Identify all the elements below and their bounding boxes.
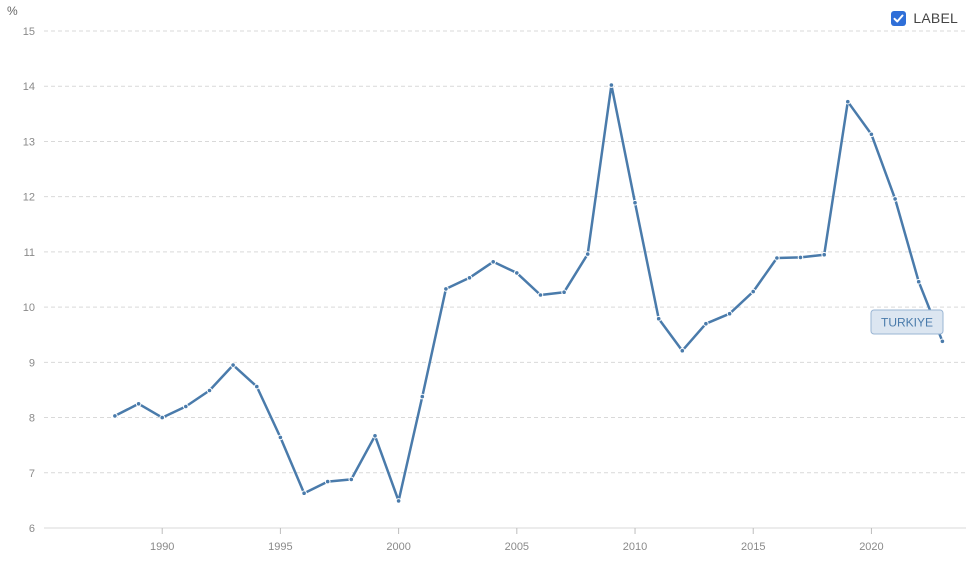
- data-point[interactable]: [372, 433, 378, 439]
- y-tick-label: 8: [29, 413, 35, 425]
- data-point[interactable]: [348, 476, 355, 483]
- data-point[interactable]: [301, 490, 307, 497]
- data-point[interactable]: [324, 478, 331, 485]
- x-tick-label: 1990: [150, 541, 174, 553]
- x-tick-label: 2000: [386, 541, 410, 553]
- data-point[interactable]: [561, 289, 567, 296]
- label-toggle[interactable]: LABEL: [891, 10, 958, 26]
- x-tick-label: 1995: [268, 541, 292, 553]
- data-point[interactable]: [277, 434, 284, 441]
- data-point[interactable]: [821, 251, 828, 258]
- x-tick-label: 2010: [623, 541, 647, 553]
- y-axis: 6 7 8 9 10 11 12 13 14 15: [23, 26, 35, 535]
- data-point[interactable]: [112, 413, 118, 419]
- data-point[interactable]: [632, 199, 638, 206]
- data-point[interactable]: [845, 98, 851, 105]
- gridlines: [44, 30, 966, 529]
- data-point[interactable]: [490, 259, 497, 265]
- data-point[interactable]: [939, 338, 946, 345]
- data-point[interactable]: [726, 310, 733, 317]
- x-tick-label: 2020: [859, 541, 883, 553]
- series-line[interactable]: [113, 83, 944, 503]
- data-point[interactable]: [159, 414, 165, 421]
- data-point[interactable]: [750, 288, 757, 295]
- checkmark-icon: [893, 14, 904, 22]
- x-tick-label: 2005: [505, 541, 529, 553]
- series-tag-label: TURKIYE: [881, 316, 933, 330]
- data-point[interactable]: [679, 347, 686, 354]
- data-point[interactable]: [892, 196, 898, 202]
- data-point[interactable]: [915, 278, 922, 285]
- y-axis-unit-label: %: [7, 4, 18, 18]
- data-point[interactable]: [514, 270, 520, 276]
- data-point[interactable]: [206, 387, 213, 394]
- data-point[interactable]: [703, 320, 709, 327]
- data-point[interactable]: [797, 254, 804, 261]
- series-tag-box: [870, 309, 944, 335]
- y-tick-label: 11: [24, 247, 35, 259]
- data-point[interactable]: [655, 315, 662, 322]
- data-point[interactable]: [537, 292, 544, 298]
- y-tick-label: 9: [29, 357, 35, 369]
- data-point[interactable]: [419, 393, 426, 400]
- data-point[interactable]: [584, 251, 591, 257]
- label-checkbox[interactable]: [891, 10, 907, 26]
- series-turkiye[interactable]: [112, 82, 946, 504]
- data-point[interactable]: [868, 131, 875, 138]
- y-tick-label: 12: [23, 192, 35, 204]
- label-toggle-text: LABEL: [913, 10, 958, 26]
- x-tick-label: 2015: [741, 541, 765, 553]
- data-point[interactable]: [443, 286, 449, 292]
- data-point[interactable]: [774, 255, 780, 261]
- y-tick-label: 13: [23, 136, 35, 148]
- data-point[interactable]: [230, 362, 236, 368]
- y-tick-label: 15: [23, 26, 35, 38]
- y-tick-label: 6: [29, 523, 35, 535]
- series-name-tag[interactable]: TURKIYE: [870, 309, 944, 335]
- y-tick-label: 10: [23, 302, 35, 314]
- y-tick-label: 7: [29, 468, 35, 480]
- data-point[interactable]: [608, 82, 615, 88]
- data-point[interactable]: [395, 498, 402, 504]
- x-axis: 1990 1995 2000 2005 2010 2015 2020: [150, 528, 884, 553]
- data-point[interactable]: [253, 383, 260, 390]
- y-tick-label: 14: [23, 81, 35, 93]
- data-point[interactable]: [183, 403, 189, 410]
- data-point[interactable]: [466, 275, 473, 281]
- data-point[interactable]: [135, 401, 142, 407]
